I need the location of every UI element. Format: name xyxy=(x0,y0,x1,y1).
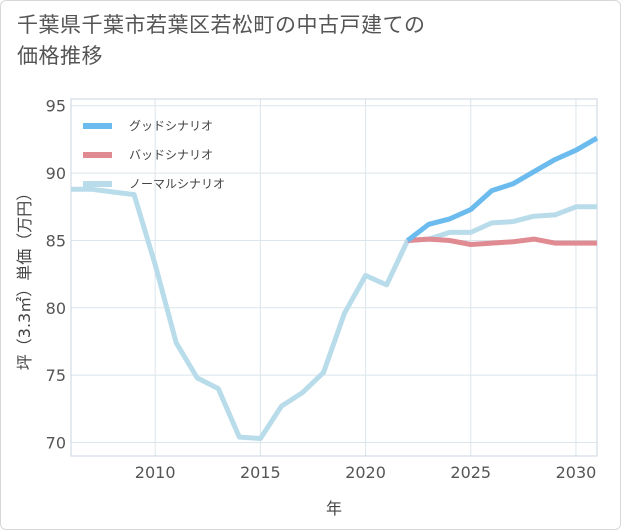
y-tick-label: 75 xyxy=(46,366,66,385)
y-tick-label: 90 xyxy=(46,164,66,183)
y-tick-labels: 70 75 80 85 90 95 xyxy=(46,97,66,453)
x-tick-label: 2015 xyxy=(240,463,281,482)
legend-label: ノーマルシナリオ xyxy=(129,177,225,191)
x-axis-label: 年 xyxy=(326,499,342,518)
x-tick-label: 2010 xyxy=(135,463,176,482)
plot-frame xyxy=(70,98,598,457)
y-tick-label: 95 xyxy=(46,97,66,116)
x-tick-label: 2020 xyxy=(345,463,386,482)
y-tick-label: 80 xyxy=(46,299,66,318)
series-line xyxy=(406,135,599,243)
x-tick-label: 2030 xyxy=(556,463,597,482)
series-line xyxy=(407,236,597,247)
legend-label: バッドシナリオ xyxy=(129,148,213,162)
series-layer xyxy=(71,135,599,441)
series-line xyxy=(71,186,597,441)
x-tick-labels: 2010 2015 2020 2025 2030 xyxy=(135,463,597,482)
legend-label: グッドシナリオ xyxy=(129,119,213,133)
x-tick-label: 2025 xyxy=(450,463,491,482)
y-tick-label: 70 xyxy=(46,434,66,453)
y-tick-label: 85 xyxy=(46,231,66,250)
chart-title: 千葉県千葉市若葉区若松町の中古戸建ての価格推移 xyxy=(17,13,426,68)
y-axis-label: 坪（3.3㎡）単価（万円） xyxy=(15,185,34,370)
